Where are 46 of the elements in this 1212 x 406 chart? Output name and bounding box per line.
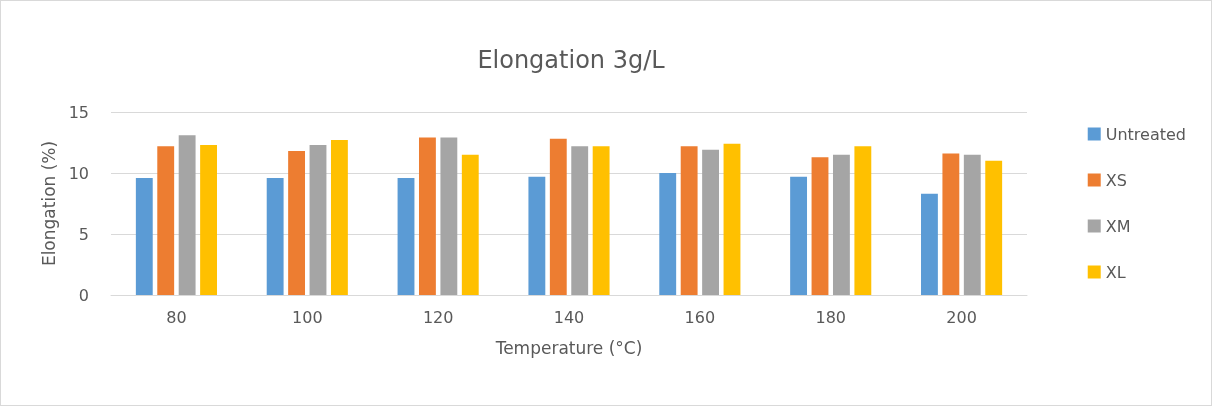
- x-tick-label: 80: [166, 307, 187, 327]
- bar: [288, 151, 306, 295]
- bar: [266, 177, 284, 295]
- x-tick-label: 200: [946, 307, 977, 327]
- bar: [832, 154, 850, 295]
- bar: [549, 138, 567, 295]
- bar: [440, 137, 458, 295]
- bar: [330, 140, 348, 295]
- bar: [461, 154, 479, 295]
- x-tick-label: 180: [815, 307, 846, 327]
- legend-label: Untreated: [1105, 124, 1187, 144]
- bar: [419, 137, 436, 295]
- bar: [702, 149, 719, 295]
- bar: [921, 193, 938, 295]
- bar: [963, 154, 981, 295]
- bar: [985, 160, 1003, 295]
- bar: [135, 177, 153, 295]
- bar: [723, 143, 741, 295]
- legend-label: XS: [1105, 170, 1127, 190]
- x-tick-label: 160: [684, 307, 716, 327]
- x-tick-label: 140: [553, 307, 585, 327]
- bar: [528, 176, 546, 295]
- bar: [571, 146, 589, 295]
- legend-label: XL: [1105, 262, 1126, 282]
- x-tick-label: 100: [292, 307, 323, 327]
- y-tick-label: 0: [78, 285, 89, 305]
- bar: [854, 146, 872, 295]
- chart-title: Elongation 3g/L: [477, 46, 666, 74]
- bar: [942, 153, 960, 295]
- bar: [680, 146, 698, 295]
- bar: [659, 173, 677, 295]
- y-tick-label: 10: [68, 163, 89, 183]
- bar: [397, 177, 415, 295]
- bar: [790, 176, 808, 295]
- bar: [200, 144, 217, 295]
- bar: [309, 144, 327, 295]
- y-axis-title: Elongation (%): [39, 140, 60, 267]
- bar: [157, 146, 175, 295]
- bar: [178, 135, 196, 295]
- y-tick-label: 5: [78, 224, 89, 244]
- bar: [811, 157, 829, 295]
- x-tick-label: 120: [422, 307, 454, 327]
- bar: [592, 146, 610, 295]
- y-tick-label: 15: [68, 102, 89, 122]
- x-axis-title: Temperature (°C): [494, 337, 643, 358]
- legend-label: XM: [1105, 216, 1131, 236]
